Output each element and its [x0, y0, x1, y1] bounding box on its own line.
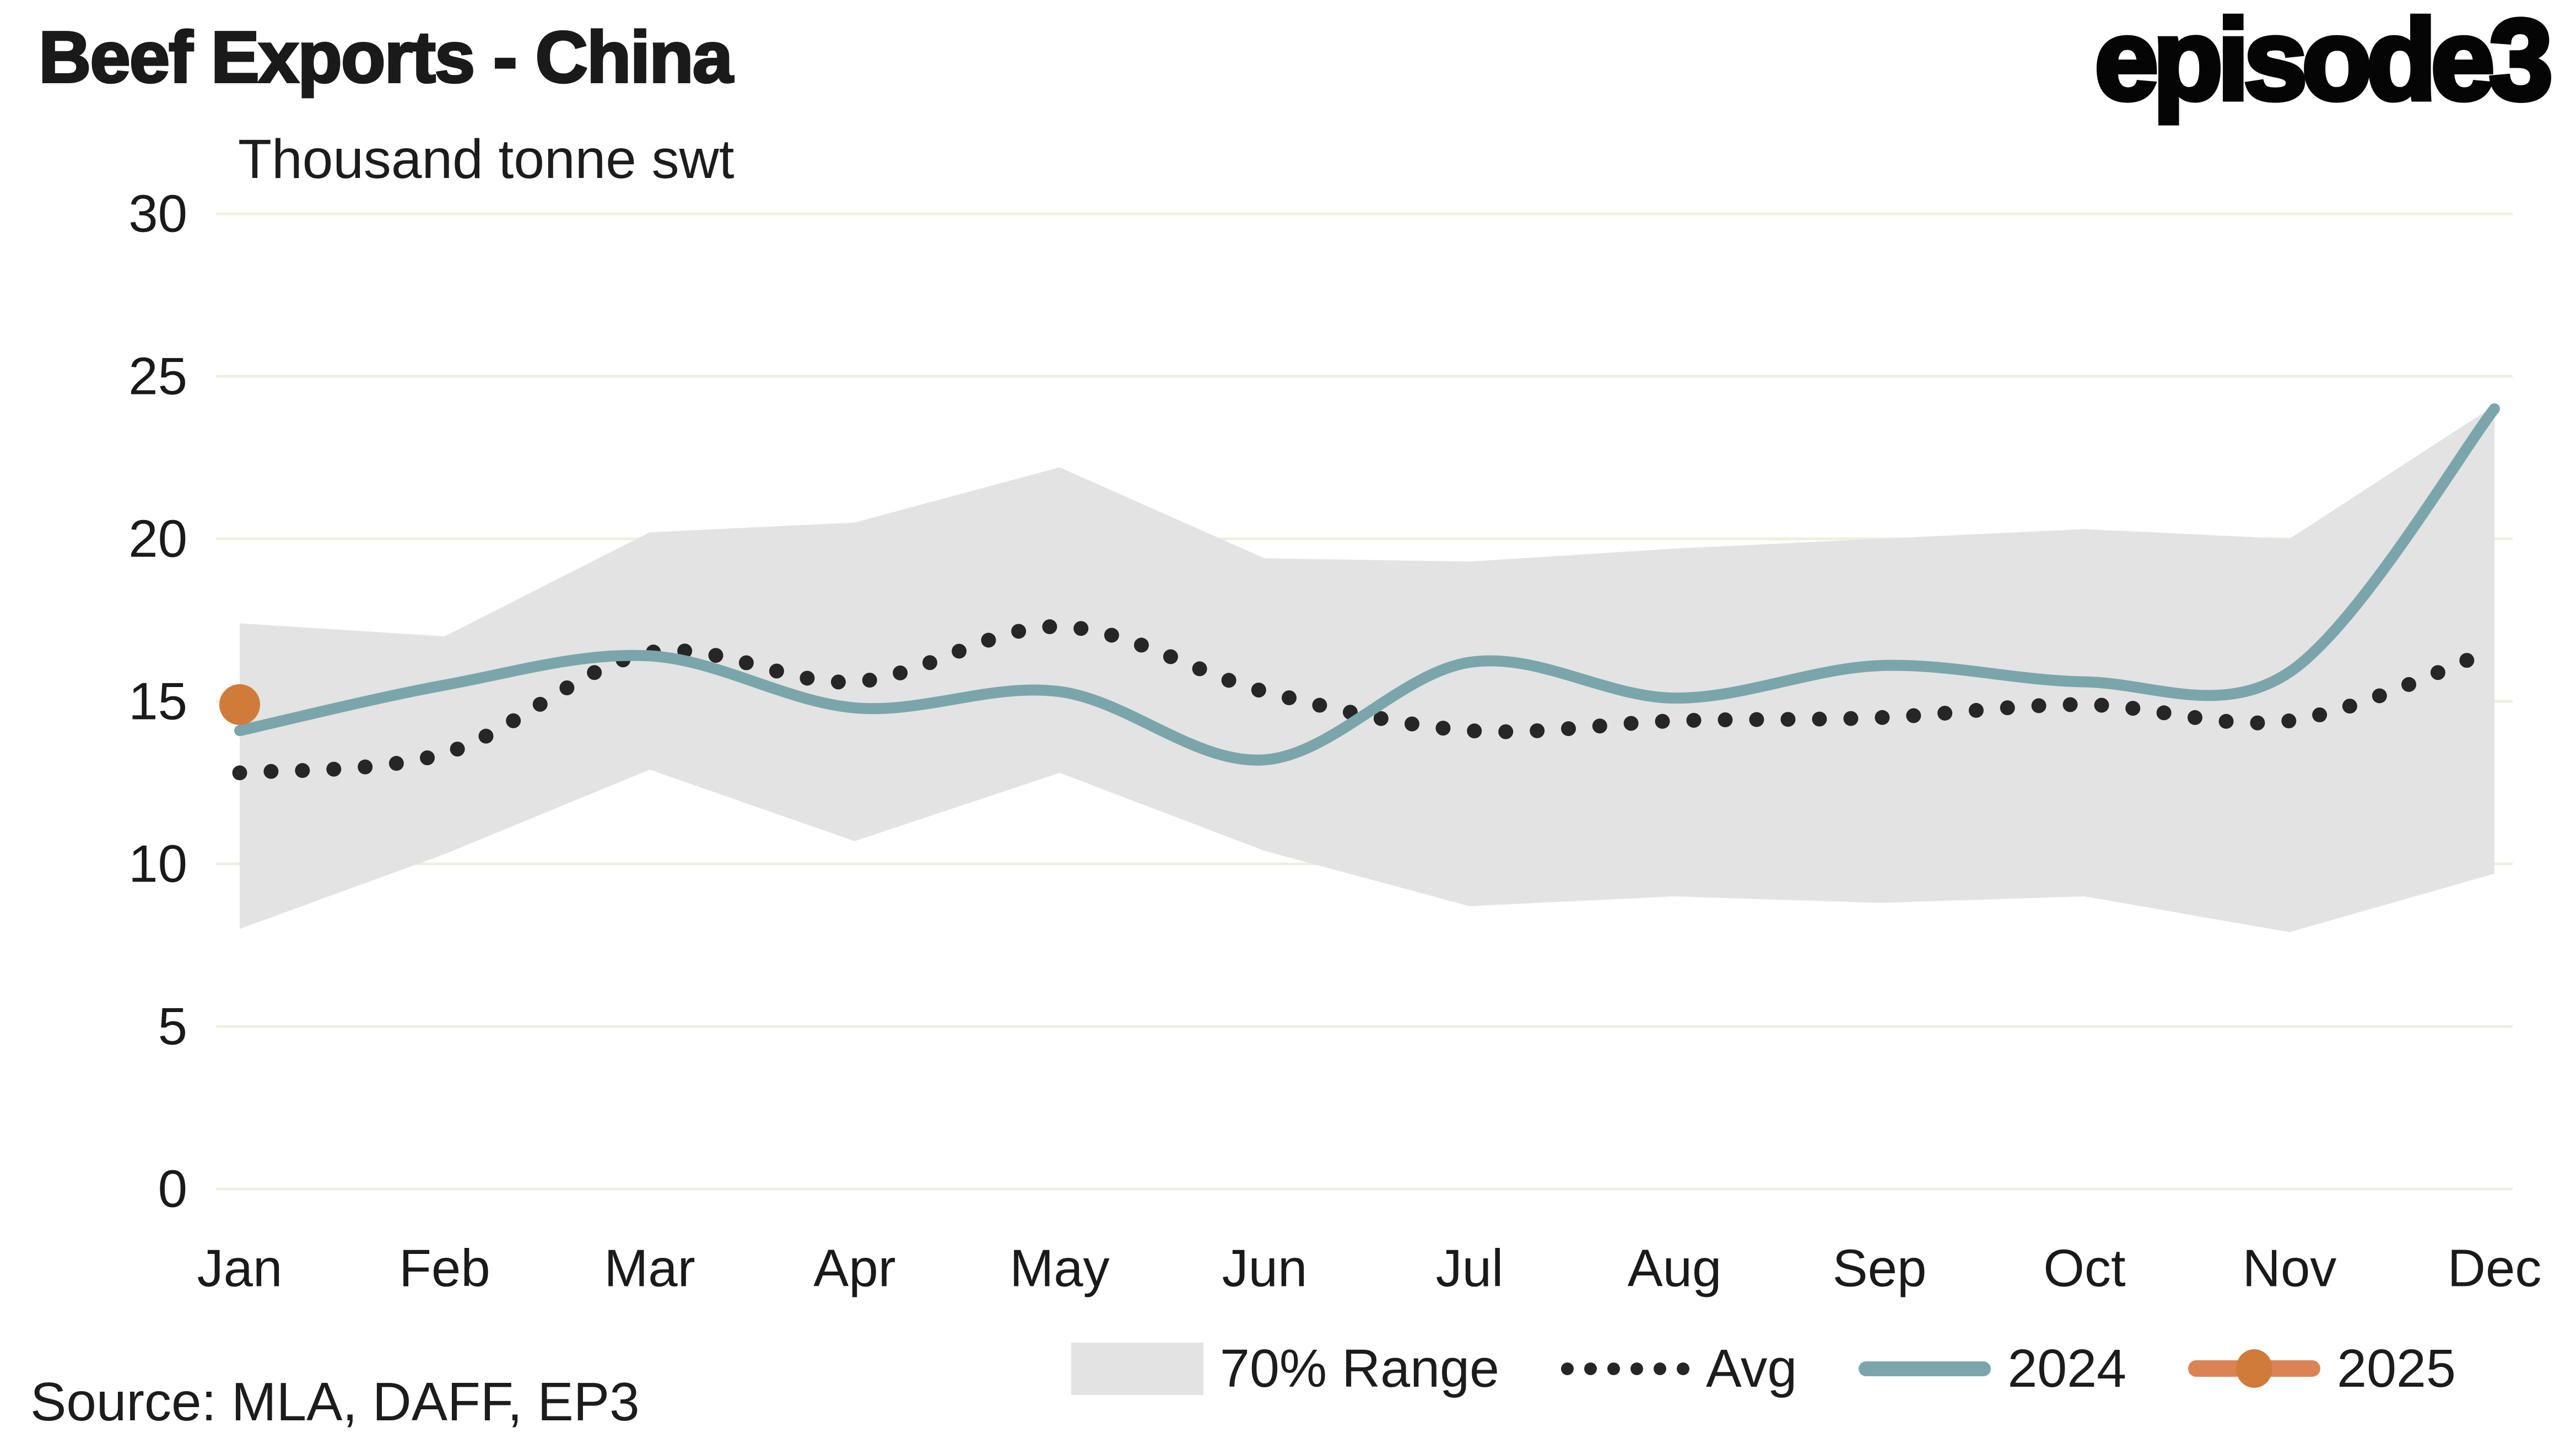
x-tick-label: May — [1009, 1239, 1109, 1298]
x-tick-label: Mar — [604, 1239, 695, 1298]
legend-label: 70% Range — [1220, 1338, 1499, 1398]
x-tick-label: Oct — [2043, 1239, 2125, 1298]
y-tick-label: 25 — [128, 347, 187, 406]
x-tick-label: Jul — [1436, 1239, 1504, 1298]
range-band — [240, 405, 2494, 932]
point-2025 — [219, 684, 260, 725]
solid-line-icon — [1859, 1361, 1991, 1376]
legend-label: 2024 — [2007, 1338, 2127, 1398]
dotted-line-icon — [1560, 1362, 1689, 1375]
line-2024 — [234, 403, 2500, 766]
page-title: Beef Exports - China — [37, 15, 734, 99]
chart-legend: 70% Range Avg 2024 2025 — [1071, 1338, 2456, 1399]
x-tick-label: Apr — [813, 1239, 895, 1298]
legend-item-2025: 2025 — [2188, 1338, 2456, 1399]
x-tick-label: Aug — [1628, 1239, 1722, 1298]
y-tick-label: 20 — [128, 510, 187, 569]
axis-unit-label: Thousand tonne swt — [238, 128, 735, 190]
x-tick-label: Dec — [2448, 1239, 2542, 1298]
range-swatch-icon — [1071, 1342, 1203, 1395]
x-tick-label: Feb — [399, 1239, 490, 1298]
line-with-marker-icon — [2188, 1349, 2321, 1388]
avg-line — [232, 619, 2502, 781]
y-tick-label: 30 — [128, 185, 187, 244]
y-tick-label: 0 — [158, 1160, 187, 1219]
legend-label: Avg — [1705, 1338, 1797, 1398]
legend-label: 2025 — [2337, 1338, 2456, 1398]
legend-item-2024: 2024 — [1859, 1338, 2126, 1399]
source-note: Source: MLA, DAFF, EP3 — [30, 1371, 640, 1432]
y-tick-label: 5 — [158, 997, 187, 1056]
x-tick-label: Sep — [1833, 1239, 1927, 1298]
x-tick-label: Nov — [2243, 1239, 2337, 1298]
x-tick-label: Jan — [197, 1239, 283, 1298]
x-tick-label: Jun — [1222, 1239, 1308, 1298]
y-tick-label: 10 — [128, 835, 187, 894]
legend-item-range: 70% Range — [1071, 1338, 1499, 1399]
legend-item-avg: Avg — [1560, 1338, 1797, 1399]
y-tick-label: 15 — [128, 672, 187, 731]
brand-logo: episode3 — [2092, 0, 2556, 127]
